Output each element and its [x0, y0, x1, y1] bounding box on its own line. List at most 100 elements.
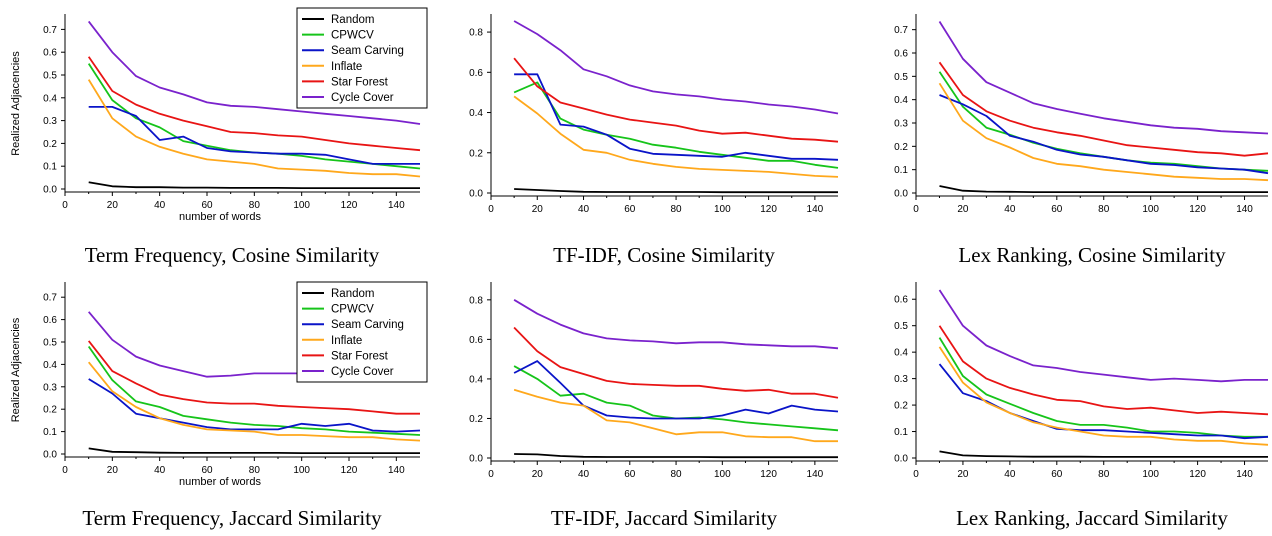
- x-axis-label: number of words: [179, 476, 261, 488]
- x-tick-label: 100: [1142, 469, 1159, 480]
- x-tick-label: 80: [671, 469, 683, 480]
- series-line-inflate: [938, 346, 1269, 446]
- y-tick-label: 0.4: [894, 348, 908, 359]
- x-tick-label: 140: [807, 204, 824, 215]
- x-tick-label: 60: [1051, 469, 1063, 480]
- series-line-cycle-cover: [938, 289, 1268, 383]
- y-tick-label: 0.5: [43, 338, 57, 349]
- y-tick-label: 0.0: [43, 185, 57, 196]
- y-tick-label: 0.3: [894, 119, 908, 130]
- x-tick-label: 140: [388, 465, 405, 476]
- y-tick-label: 0.0: [469, 189, 483, 200]
- panel-caption: Term Frequency, Jaccard Similarity: [82, 506, 382, 530]
- legend-label: Star Forest: [331, 76, 389, 88]
- x-tick-label: 40: [154, 200, 166, 211]
- x-tick-label: 100: [714, 469, 731, 480]
- series-line-inflate: [513, 388, 838, 443]
- series-line-seam-carving: [939, 94, 1269, 175]
- series-line-seam-carving: [88, 106, 420, 165]
- series-line-star-forest: [938, 325, 1269, 416]
- legend-label: Inflate: [331, 335, 362, 347]
- series-line-inflate: [513, 95, 839, 178]
- x-tick-label: 20: [957, 469, 969, 480]
- panel-caption: Term Frequency, Cosine Similarity: [85, 243, 380, 267]
- legend: Random CPWCV Seam Carving Inflate Star Fores…: [296, 7, 428, 109]
- x-tick-label: 60: [624, 204, 636, 215]
- x-axis-label: number of words: [179, 211, 261, 223]
- y-tick-label: 0.1: [43, 427, 57, 438]
- series-line-random: [88, 181, 420, 190]
- x-tick-label: 120: [1189, 204, 1206, 215]
- y-tick-label: 0.4: [469, 108, 483, 119]
- x-tick-label: 0: [488, 469, 494, 480]
- y-tick-label: 0.5: [43, 71, 57, 82]
- x-tick-label: 20: [532, 204, 544, 215]
- legend-box: [296, 7, 428, 109]
- series-line-cycle-cover: [513, 20, 839, 115]
- x-tick-label: 140: [1236, 469, 1253, 480]
- y-tick-label: 0.5: [894, 72, 908, 83]
- y-tick-label: 0.7: [43, 293, 57, 304]
- panel-caption: Lex Ranking, Cosine Similarity: [958, 243, 1226, 267]
- y-tick-label: 0.3: [43, 116, 57, 127]
- chart-panel-6: 0 20 40 60 80 100 120 140 0.0 0.1 0.2 0.3 0.4 0.5 0.6 L…: [894, 282, 1269, 530]
- chart-panel-2: 0 20 40 60 80 100 120 140 0.0 0.2 0.4 0.6 0.8 TF-IDF,…: [469, 14, 839, 267]
- x-tick-label: 40: [1004, 204, 1016, 215]
- x-tick-label: 80: [249, 200, 261, 211]
- x-tick-label: 100: [1142, 204, 1159, 215]
- y-tick-label: 0.4: [469, 374, 483, 385]
- x-tick-label: 0: [913, 469, 919, 480]
- legend-label: Inflate: [331, 61, 362, 73]
- legend-label: Cycle Cover: [331, 366, 394, 378]
- series-line-cycle-cover: [513, 299, 839, 350]
- x-tick-label: 40: [578, 469, 590, 480]
- y-tick-label: 0.2: [894, 142, 908, 153]
- y-tick-label: 0.6: [469, 335, 483, 346]
- series-line-cpwcv: [938, 337, 1268, 438]
- series-line-random: [939, 450, 1268, 458]
- legend: Random CPWCV Seam Carving Inflate Star Fores…: [296, 281, 428, 383]
- panel-caption: TF-IDF, Cosine Similarity: [553, 243, 775, 267]
- series-line-star-forest: [513, 326, 839, 399]
- y-tick-label: 0.0: [469, 454, 483, 465]
- x-tick-label: 100: [293, 465, 310, 476]
- x-tick-label: 0: [913, 204, 919, 215]
- y-tick-label: 0.1: [894, 427, 908, 438]
- y-tick-label: 0.3: [43, 382, 57, 393]
- y-tick-label: 0.2: [469, 414, 483, 425]
- x-tick-label: 140: [1236, 204, 1253, 215]
- series-line-inflate: [88, 361, 421, 442]
- series-line-cpwcv: [513, 365, 839, 432]
- legend-label: Seam Carving: [331, 319, 404, 331]
- y-tick-label: 0.7: [43, 25, 57, 36]
- series-line-seam-carving: [514, 73, 839, 161]
- series-line-inflate: [938, 82, 1269, 182]
- x-tick-label: 20: [532, 469, 544, 480]
- x-tick-label: 80: [1098, 469, 1110, 480]
- x-tick-label: 0: [62, 200, 68, 211]
- x-tick-label: 60: [201, 200, 213, 211]
- x-tick-label: 140: [388, 200, 405, 211]
- panel-caption: TF-IDF, Jaccard Similarity: [551, 506, 778, 530]
- panel-caption: Lex Ranking, Jaccard Similarity: [956, 506, 1228, 530]
- series-line-random: [514, 453, 838, 459]
- y-tick-label: 0.6: [894, 295, 908, 306]
- y-tick-label: 0.2: [43, 139, 57, 150]
- y-tick-label: 0.2: [469, 148, 483, 159]
- x-tick-label: 80: [671, 204, 683, 215]
- y-tick-label: 0.4: [43, 93, 57, 104]
- series-line-cycle-cover: [87, 20, 421, 125]
- x-tick-label: 100: [293, 200, 310, 211]
- y-tick-label: 0.0: [894, 454, 908, 465]
- y-tick-label: 0.6: [43, 48, 57, 59]
- y-tick-label: 0.1: [894, 165, 908, 176]
- series-line-seam-carving: [513, 360, 839, 420]
- series-line-seam-carving: [88, 378, 421, 433]
- series-line-star-forest: [87, 340, 420, 415]
- legend-box: [296, 281, 428, 383]
- legend-label: Cycle Cover: [331, 92, 394, 104]
- y-tick-label: 0.3: [894, 374, 908, 385]
- chart-panel-3: 0 20 40 60 80 100 120 140 0.0 0.1 0.2 0.3 0.4 0.5 0.6 0…: [894, 14, 1269, 267]
- legend-label: Star Forest: [331, 350, 389, 362]
